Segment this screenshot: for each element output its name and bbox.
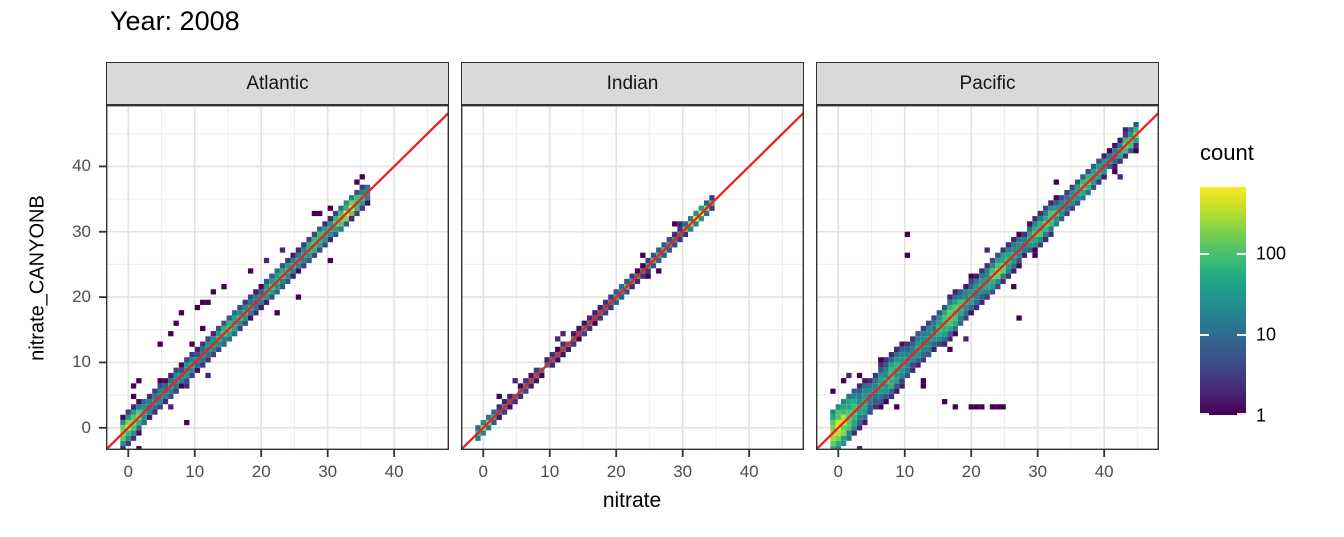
legend-gradient-bar [1200, 187, 1246, 415]
x-axis-tick-label: 40 [739, 462, 759, 481]
y-axis-ticks [99, 165, 106, 429]
identity-line [816, 110, 1159, 450]
facet-strip-label: Atlantic [246, 72, 309, 94]
x-axis-tick-label: 40 [384, 462, 404, 481]
legend-tick-mark [1237, 413, 1246, 415]
y-axis-title: nitrate_CANYONB [26, 195, 49, 361]
chart-title: Year: 2008 [110, 6, 240, 36]
legend-tick-label: 10 [1256, 324, 1277, 345]
legend-tick-mark [1237, 252, 1246, 255]
identity-line [461, 110, 804, 450]
legend-tick-mark [1237, 333, 1246, 336]
x-axis-tick-label: 10 [895, 462, 915, 481]
x-axis-tick-label: 20 [606, 462, 626, 481]
panel-indian [460, 104, 805, 457]
x-axis-tick-label: 0 [123, 462, 133, 481]
x-axis-title: nitrate [602, 489, 662, 512]
y-axis-tick-label: 10 [72, 352, 91, 372]
x-axis-tick-label: 20 [961, 462, 981, 481]
x-axis-tick-label: 20 [251, 462, 271, 481]
facet-strip-label: Pacific [959, 72, 1016, 94]
x-axis-tick-label: 40 [1094, 462, 1114, 481]
legend-tick-label: 1 [1256, 405, 1267, 426]
x-axis-tick-label: 10 [540, 462, 560, 481]
legend-title: count [1200, 140, 1254, 165]
facet-strip: Atlantic [106, 62, 449, 105]
x-axis-tick-label: 30 [1028, 462, 1048, 481]
legend-tick-mark [1200, 413, 1209, 415]
x-axis-tick-label: 10 [185, 462, 205, 481]
x-axis-tick-label: 30 [318, 462, 338, 481]
identity-line [106, 110, 449, 450]
y-axis-tick-label: 20 [72, 287, 91, 307]
panel-pacific [815, 104, 1160, 457]
legend-tick-label: 100 [1256, 243, 1287, 264]
panel-atlantic [105, 104, 450, 457]
facet-strip: Indian [461, 62, 804, 105]
legend-tick-mark [1200, 333, 1209, 336]
legend: count 100 10 1 [1190, 140, 1340, 440]
facet-strip: Pacific [816, 62, 1159, 105]
facet-strip-label: Indian [606, 72, 659, 94]
y-axis-tick-label: 0 [81, 417, 91, 437]
x-axis-tick-label: 0 [478, 462, 488, 481]
y-axis-tick-label: 30 [72, 221, 91, 241]
y-axis-tick-label: 40 [72, 156, 91, 176]
x-axis-tick-label: 30 [673, 462, 693, 481]
x-axis-tick-label: 0 [833, 462, 843, 481]
legend-tick-mark [1200, 252, 1209, 255]
